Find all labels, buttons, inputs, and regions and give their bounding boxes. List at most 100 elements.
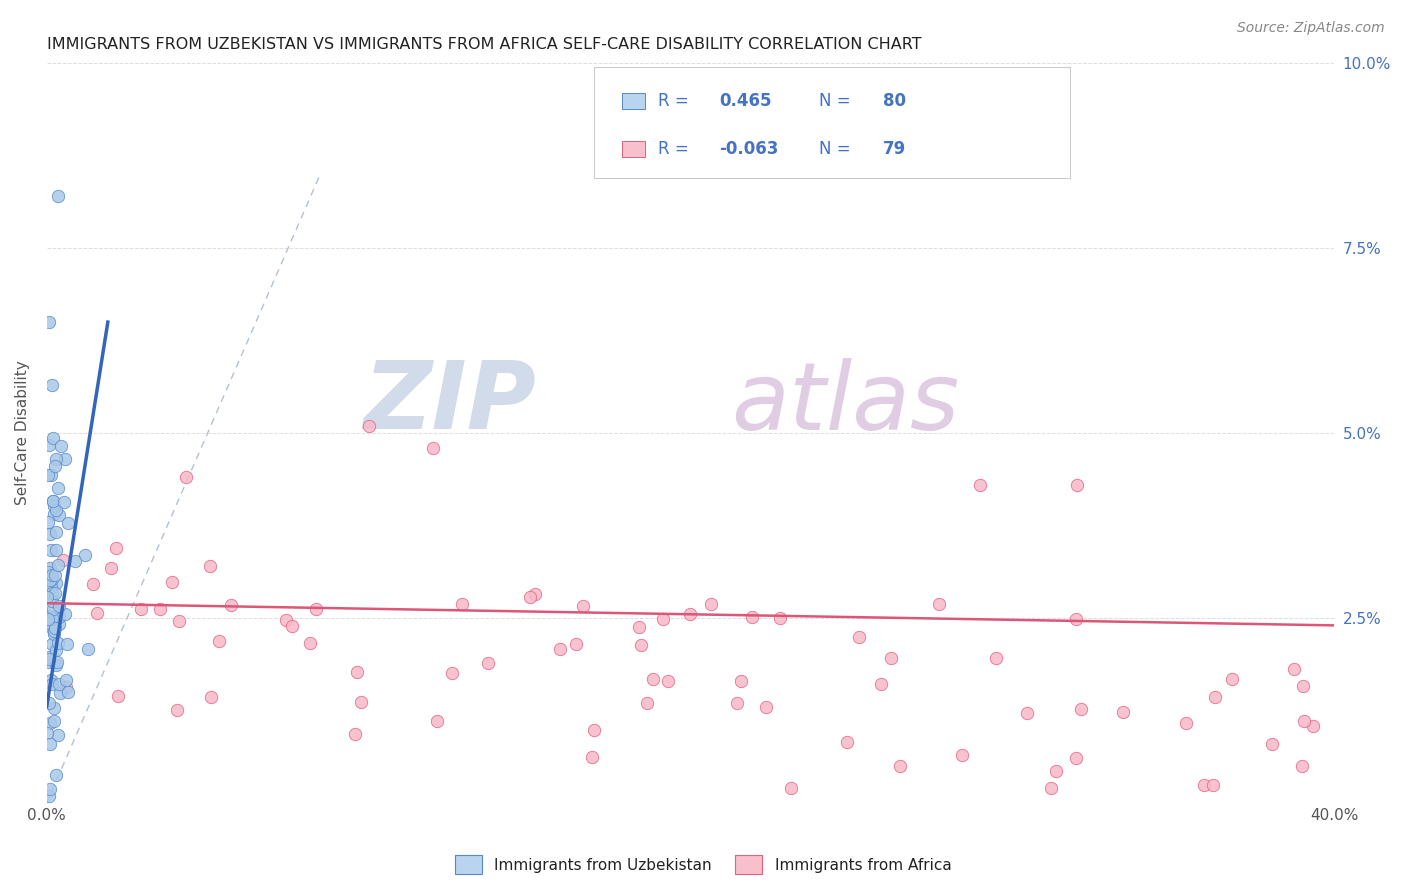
Point	[1194, 778, 1216, 792]
Point	[769, 611, 792, 625]
Point	[105, 541, 128, 555]
Point	[450, 597, 472, 611]
Point	[45, 767, 67, 781]
Point	[889, 758, 911, 772]
Point	[37, 615, 59, 630]
Point	[38, 649, 60, 664]
Point	[41, 568, 63, 582]
Point	[835, 735, 858, 749]
Point	[46, 558, 69, 573]
Text: R =: R =	[658, 92, 699, 111]
Text: atlas: atlas	[731, 358, 959, 449]
Point	[46, 189, 69, 203]
Point	[581, 749, 603, 764]
Point	[198, 559, 221, 574]
Point	[39, 526, 62, 541]
Point	[848, 630, 870, 644]
Point	[657, 673, 679, 688]
Point	[441, 666, 464, 681]
Point	[55, 680, 77, 694]
Point	[37, 725, 59, 739]
Y-axis label: Self-Care Disability: Self-Care Disability	[15, 360, 30, 506]
Point	[38, 789, 60, 803]
Point	[48, 508, 70, 522]
Point	[274, 614, 297, 628]
Point	[426, 714, 449, 728]
Point	[305, 601, 328, 615]
Point	[48, 610, 70, 624]
Point	[86, 606, 108, 620]
Point	[48, 616, 70, 631]
Point	[45, 657, 67, 672]
Point	[1302, 719, 1324, 733]
Point	[48, 686, 70, 700]
Point	[519, 590, 541, 604]
Legend: Immigrants from Uzbekistan, Immigrants from Africa: Immigrants from Uzbekistan, Immigrants f…	[449, 849, 957, 880]
Point	[37, 582, 59, 597]
Point	[343, 727, 366, 741]
Point	[1045, 764, 1067, 779]
Point	[38, 609, 60, 624]
Point	[44, 624, 66, 639]
Point	[46, 728, 69, 742]
Point	[41, 585, 63, 599]
Point	[1291, 759, 1313, 773]
Point	[41, 572, 63, 586]
Point	[73, 549, 96, 563]
Point	[1064, 751, 1087, 765]
Point	[39, 782, 62, 797]
Point	[572, 599, 595, 613]
Point	[969, 478, 991, 492]
Point	[641, 672, 664, 686]
Text: Source: ZipAtlas.com: Source: ZipAtlas.com	[1237, 21, 1385, 35]
Point	[1174, 716, 1197, 731]
Point	[46, 636, 69, 650]
Point	[582, 723, 605, 737]
Point	[37, 515, 59, 529]
Point	[167, 614, 190, 628]
Point	[984, 651, 1007, 665]
Text: 80: 80	[883, 92, 905, 111]
Point	[628, 619, 651, 633]
Point	[49, 439, 72, 453]
Point	[780, 781, 803, 796]
Point	[725, 696, 748, 710]
Point	[1294, 714, 1316, 728]
Point	[148, 601, 170, 615]
Point	[422, 441, 444, 455]
Point	[45, 524, 67, 539]
Point	[42, 432, 65, 446]
Point	[45, 575, 67, 590]
Point	[679, 607, 702, 621]
Point	[44, 621, 66, 635]
Point	[630, 638, 652, 652]
Point	[38, 438, 60, 452]
Point	[219, 598, 242, 612]
Point	[45, 502, 67, 516]
Point	[281, 619, 304, 633]
Point	[548, 642, 571, 657]
Point	[44, 458, 66, 473]
Point	[55, 637, 77, 651]
Bar	[623, 93, 645, 110]
Point	[357, 418, 380, 433]
Point	[107, 689, 129, 703]
Point	[950, 747, 973, 762]
Point	[58, 685, 80, 699]
Point	[129, 602, 152, 616]
Point	[1202, 778, 1225, 792]
FancyBboxPatch shape	[593, 67, 1070, 178]
Point	[100, 560, 122, 574]
Point	[53, 607, 76, 621]
Point	[1292, 679, 1315, 693]
Point	[200, 690, 222, 704]
Point	[1070, 702, 1092, 716]
Point	[38, 655, 60, 669]
Point	[39, 467, 62, 482]
Point	[1282, 662, 1305, 676]
Point	[652, 612, 675, 626]
Text: N =: N =	[818, 92, 856, 111]
Point	[41, 593, 63, 607]
Point	[76, 642, 98, 657]
Point	[44, 568, 66, 582]
